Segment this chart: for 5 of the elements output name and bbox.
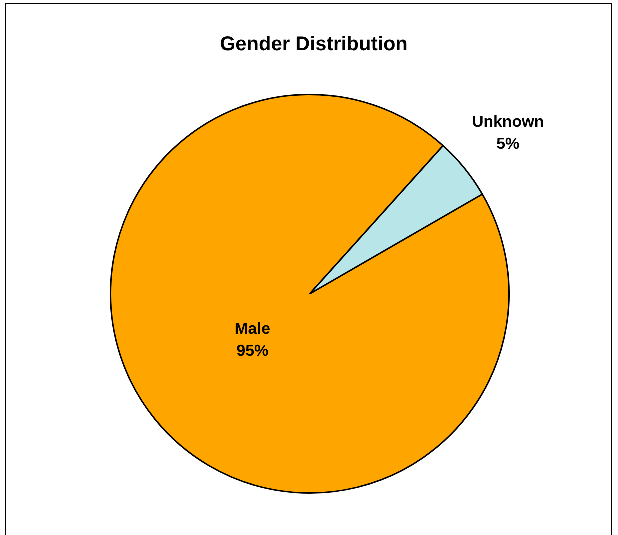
slice-label: Unknown	[472, 114, 544, 131]
slice-label: Male	[234, 320, 271, 338]
data-label: 5%	[496, 136, 520, 153]
chart-title: Gender Distribution	[220, 34, 408, 56]
data-label: 95%	[236, 342, 269, 360]
